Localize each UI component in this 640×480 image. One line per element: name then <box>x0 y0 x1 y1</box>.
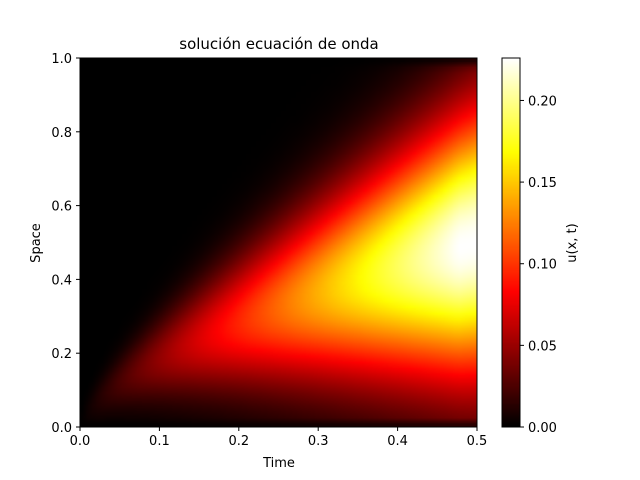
y-axis-ticks: 0.0 0.2 0.4 0.6 0.8 1.0 <box>51 52 80 436</box>
x-tick-label: 0.4 <box>387 434 408 449</box>
y-tick-label: 0.4 <box>51 273 72 288</box>
x-tick-label: 0.1 <box>149 434 170 449</box>
y-tick-label: 0.6 <box>51 200 72 215</box>
colorbar-tick-label: 0.00 <box>528 421 557 436</box>
plot-frame <box>79 57 478 428</box>
colorbar-frame <box>501 57 521 428</box>
x-axis-ticks: 0.0 0.1 0.2 0.3 0.4 0.5 <box>70 427 488 449</box>
colorbar-label: u(x, t) <box>565 223 580 262</box>
colorbar-tick-label: 0.15 <box>528 176 557 191</box>
colorbar-tick-label: 0.05 <box>528 339 557 354</box>
x-tick-label: 0.0 <box>70 434 91 449</box>
x-tick-label: 0.5 <box>467 434 488 449</box>
colorbar-ticks: 0.00 0.05 0.10 0.15 0.20 <box>520 94 557 436</box>
x-axis-label: Time <box>262 456 295 471</box>
colorbar-tick-label: 0.20 <box>528 94 557 109</box>
colorbar-gradient <box>502 58 520 427</box>
y-tick-label: 0.0 <box>51 421 72 436</box>
heatmap-plot-area <box>79 57 478 428</box>
chart-title: solución ecuación de onda <box>179 35 379 53</box>
y-tick-label: 1.0 <box>51 52 72 67</box>
y-tick-label: 0.8 <box>51 126 72 141</box>
colorbar-tick-label: 0.10 <box>528 258 557 273</box>
x-tick-label: 0.2 <box>228 434 249 449</box>
colorbar: 0.00 0.05 0.10 0.15 0.20 u(x, t) <box>501 57 580 436</box>
heatmap-image <box>80 58 477 427</box>
x-tick-label: 0.3 <box>308 434 329 449</box>
y-axis-label: Space <box>29 223 44 263</box>
y-tick-label: 0.2 <box>51 347 72 362</box>
